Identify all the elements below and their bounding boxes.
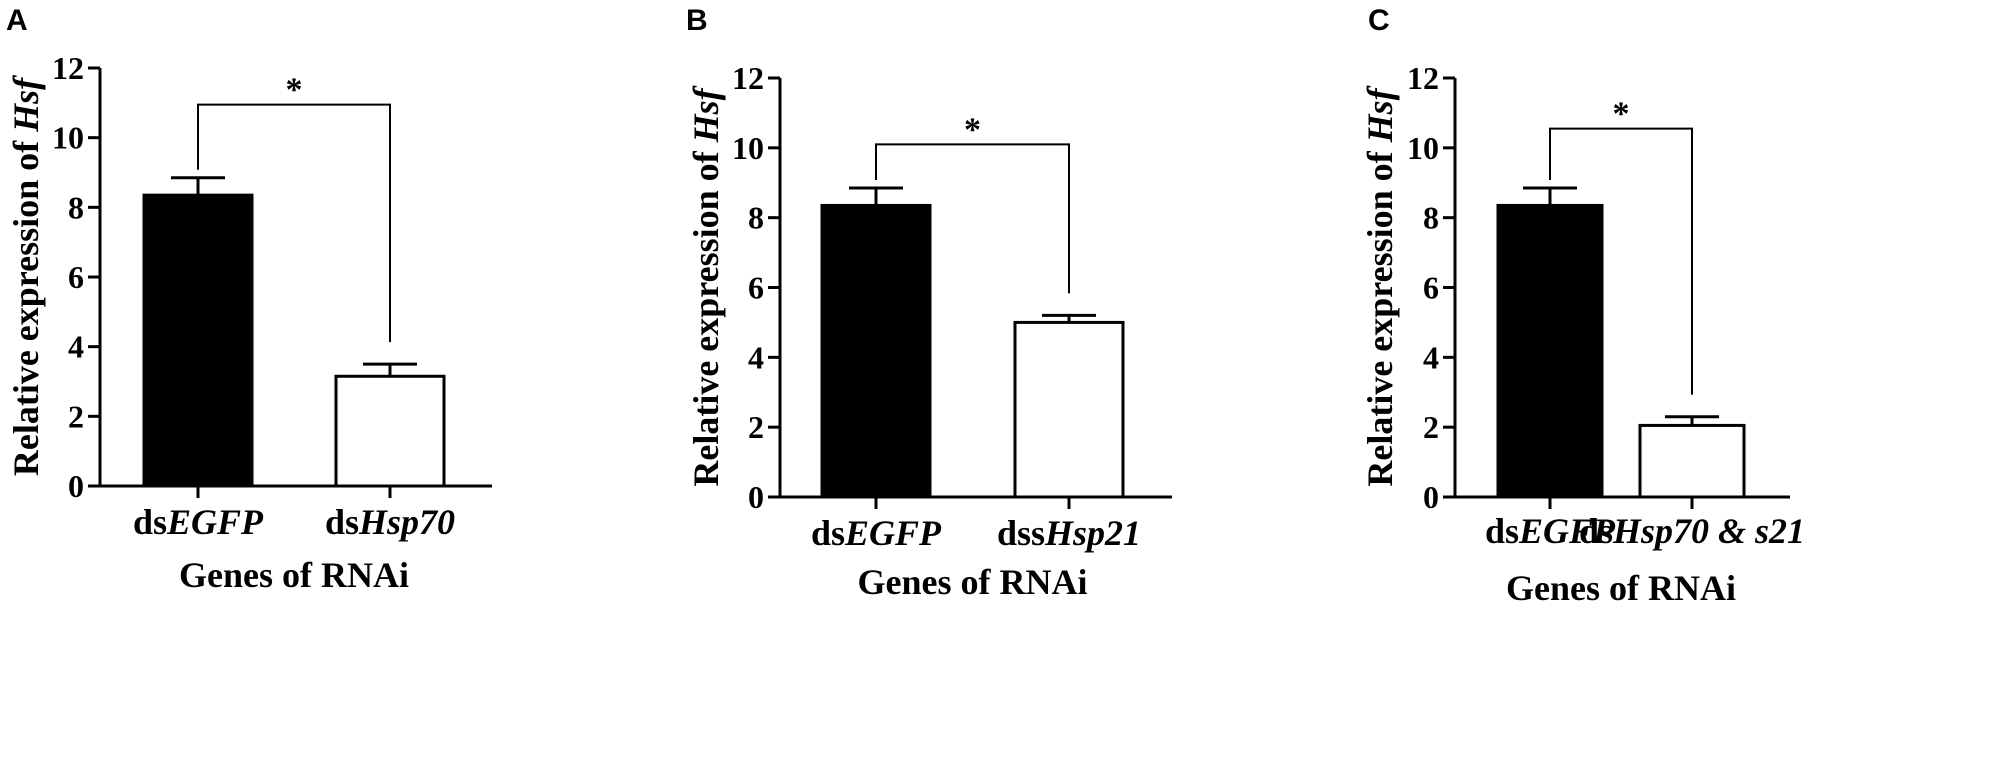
y-tick-label: 6: [1423, 270, 1439, 306]
category-label: dssHsp21: [997, 513, 1141, 553]
y-tick-label: 8: [68, 189, 84, 225]
y-tick-label: 4: [1423, 339, 1439, 375]
category-label: dsEGFP: [133, 502, 264, 542]
bar-control: [142, 193, 254, 488]
y-tick-label: 6: [748, 270, 764, 306]
y-tick-label: 6: [68, 259, 84, 295]
y-tick-label: 0: [1423, 479, 1439, 515]
y-tick-label: 4: [68, 329, 84, 365]
y-tick-label: 4: [748, 339, 764, 375]
bar-chart-b: B 0 2 4 6 8 10 12 * dsEGFP dssHsp21 Genes of RNAi Re…: [686, 4, 1172, 602]
y-tick-label: 12: [1407, 60, 1439, 96]
y-tick-label: 8: [748, 200, 764, 236]
panel-letter: C: [1368, 4, 1390, 37]
bar-control: [820, 203, 932, 499]
bar-treatment: [1638, 423, 1746, 499]
x-axis-title: Genes of RNAi: [179, 555, 409, 595]
significance-star: *: [286, 72, 303, 109]
y-tick-label: 10: [1407, 130, 1439, 166]
category-label: dsHsp70 & s21: [1579, 511, 1805, 551]
significance-bracket: [197, 103, 391, 343]
y-tick-label: 2: [748, 409, 764, 445]
x-axis-title: Genes of RNAi: [1506, 568, 1736, 608]
y-tick-label: 0: [68, 468, 84, 504]
panel-letter: A: [6, 4, 28, 37]
y-tick-label: 0: [748, 479, 764, 515]
chart-panel-b: B 0 2 4 6 8 10 12 * dsEGFP dssHsp21 Genes of RNAi Re…: [680, 0, 1360, 771]
y-axis-title: Relative expression of Hsf: [686, 85, 726, 486]
y-tick-label: 2: [1423, 409, 1439, 445]
category-label: dsEGFP: [811, 513, 942, 553]
chart-panel-c: C 0 2 4 6 8 10 12 * dsEGFP dsHsp70 & s21 Genes of R…: [1360, 0, 2003, 771]
y-tick-label: 12: [732, 60, 764, 96]
y-tick-label: 10: [732, 130, 764, 166]
bar-control: [1496, 203, 1604, 499]
significance-bracket: [875, 143, 1070, 294]
y-axis-title: Relative expression of Hsf: [6, 75, 46, 476]
category-label: dsHsp70: [325, 502, 455, 542]
significance-star: *: [964, 111, 981, 148]
bar-treatment: [334, 374, 446, 488]
bar-treatment: [1013, 320, 1125, 499]
y-tick-label: 2: [68, 398, 84, 434]
category-label: dsEGFP: [1485, 511, 1616, 551]
y-tick-label: 10: [52, 120, 84, 156]
y-tick-label: 8: [1423, 200, 1439, 236]
chart-panel-a: A 0 2 4 6 8 10 12 * dsEGFP dsHsp70 Genes of RNAi Rel…: [0, 0, 680, 771]
panel-letter: B: [686, 4, 708, 37]
significance-star: *: [1613, 96, 1630, 133]
y-axis-title: Relative expression of Hsf: [1360, 85, 1400, 486]
significance-bracket: [1549, 127, 1693, 395]
x-axis-title: Genes of RNAi: [858, 562, 1088, 602]
y-tick-label: 12: [52, 50, 84, 86]
bar-chart-a: A 0 2 4 6 8 10 12 * dsEGFP dsHsp70 Genes of RNAi Rel…: [6, 4, 492, 595]
